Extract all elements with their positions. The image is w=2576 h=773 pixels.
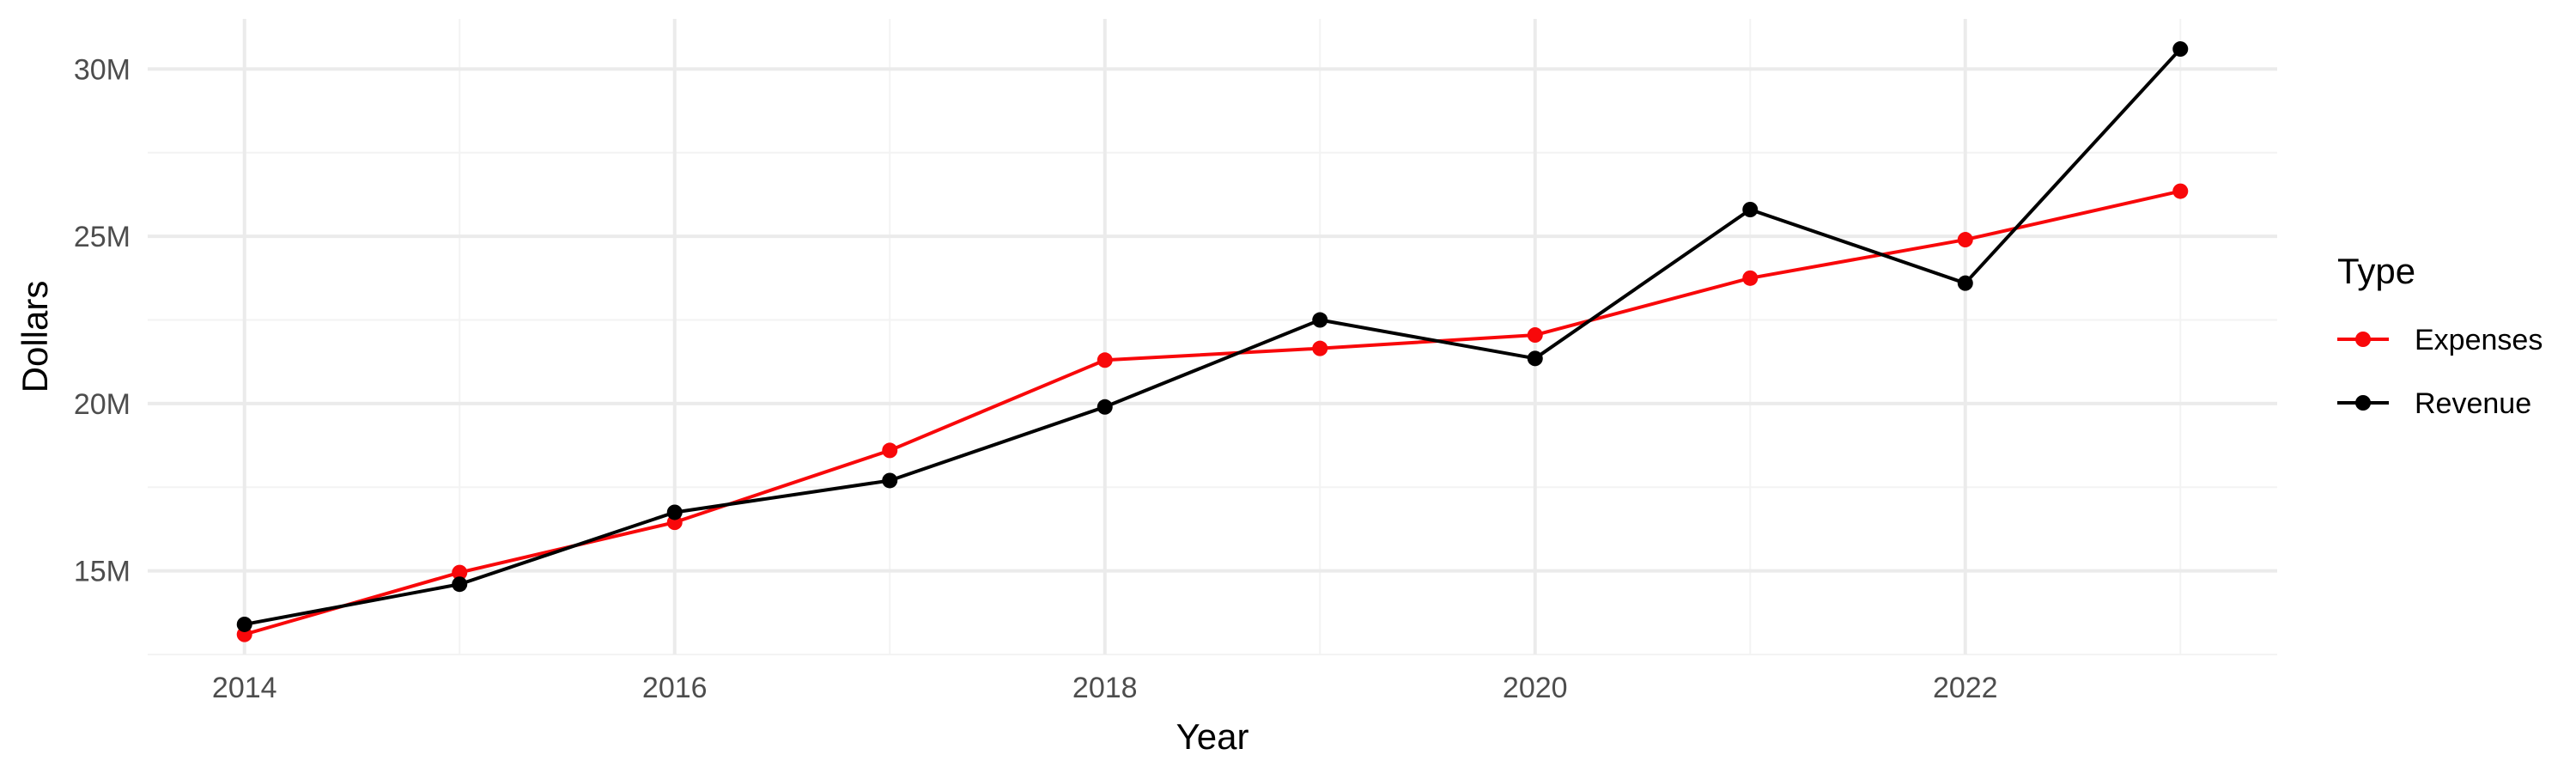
data-point-revenue — [1097, 399, 1113, 415]
data-point-revenue — [1742, 202, 1759, 217]
data-point-revenue — [1957, 275, 1973, 291]
legend-key-point — [2355, 395, 2371, 411]
data-point-revenue — [666, 504, 683, 520]
legend: Type Expenses Revenue — [2337, 251, 2543, 420]
series-revenue — [236, 41, 2189, 632]
data-point-expenses — [1312, 340, 1328, 356]
x-tick-label: 2016 — [642, 672, 708, 704]
series-expenses — [236, 183, 2189, 642]
legend-title: Type — [2337, 251, 2415, 291]
x-tick-label: 2018 — [1072, 672, 1138, 704]
x-tick-label: 2022 — [1933, 672, 1998, 704]
x-axis-ticks: 2014 2016 2018 2020 2022 — [212, 672, 1998, 704]
data-point-expenses — [1527, 327, 1543, 344]
x-tick-label: 2020 — [1503, 672, 1568, 704]
data-point-expenses — [1742, 270, 1759, 286]
legend-key-point — [2355, 332, 2371, 347]
data-point-revenue — [882, 472, 898, 489]
data-point-revenue — [236, 616, 252, 632]
x-tick-label: 2014 — [212, 672, 277, 704]
data-point-revenue — [1312, 312, 1328, 328]
data-point-expenses — [452, 564, 468, 581]
data-point-expenses — [2172, 183, 2189, 199]
data-point-revenue — [452, 576, 468, 593]
y-tick-label: 30M — [74, 53, 131, 86]
data-point-revenue — [2172, 41, 2189, 58]
y-axis-ticks: 15M 20M 25M 30M — [74, 53, 131, 587]
data-point-expenses — [882, 442, 898, 459]
data-point-expenses — [1957, 232, 1973, 248]
y-axis-title: Dollars — [15, 281, 55, 393]
legend-item-expenses: Expenses — [2337, 324, 2543, 356]
y-tick-label: 20M — [74, 388, 131, 421]
y-tick-label: 15M — [74, 556, 131, 588]
data-point-revenue — [1527, 350, 1543, 367]
series-layer — [236, 41, 2189, 642]
grid — [148, 19, 2277, 655]
legend-item-revenue: Revenue — [2337, 387, 2531, 420]
y-tick-label: 25M — [74, 221, 131, 253]
series-line-revenue — [244, 47, 2182, 626]
legend-items: Expenses Revenue — [2337, 324, 2543, 420]
legend-label: Revenue — [2415, 387, 2531, 420]
x-axis-title: Year — [1176, 716, 1249, 757]
data-point-expenses — [1097, 352, 1113, 368]
legend-label: Expenses — [2415, 324, 2543, 356]
